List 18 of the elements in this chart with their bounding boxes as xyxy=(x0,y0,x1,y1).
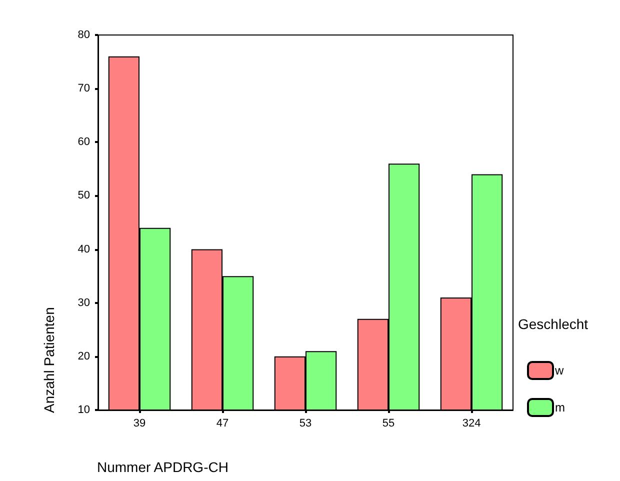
y-tick-label: 70 xyxy=(78,82,90,95)
x-tick-label: 55 xyxy=(382,418,395,430)
legend-label: m xyxy=(555,400,565,414)
x-tick-label: 47 xyxy=(216,418,229,430)
x-tick-label: 39 xyxy=(133,418,146,430)
y-tick-label: 30 xyxy=(78,296,90,309)
y-tick-label: 50 xyxy=(78,190,90,202)
x-tick-label: 324 xyxy=(462,418,481,430)
y-tick-label: 10 xyxy=(78,404,90,416)
legend-label: w xyxy=(554,364,564,378)
x-axis-title: Nummer APDRG-CH xyxy=(97,459,228,475)
y-tick-label: 40 xyxy=(78,243,90,256)
y-tick-label: 80 xyxy=(78,29,90,41)
x-tick-label: 53 xyxy=(299,418,312,430)
y-tick-label: 20 xyxy=(78,350,90,362)
legend-title: Geschlecht xyxy=(518,316,588,332)
y-axis-title: Anzahl Patienten xyxy=(41,307,57,413)
y-tick-label: 60 xyxy=(78,136,90,148)
